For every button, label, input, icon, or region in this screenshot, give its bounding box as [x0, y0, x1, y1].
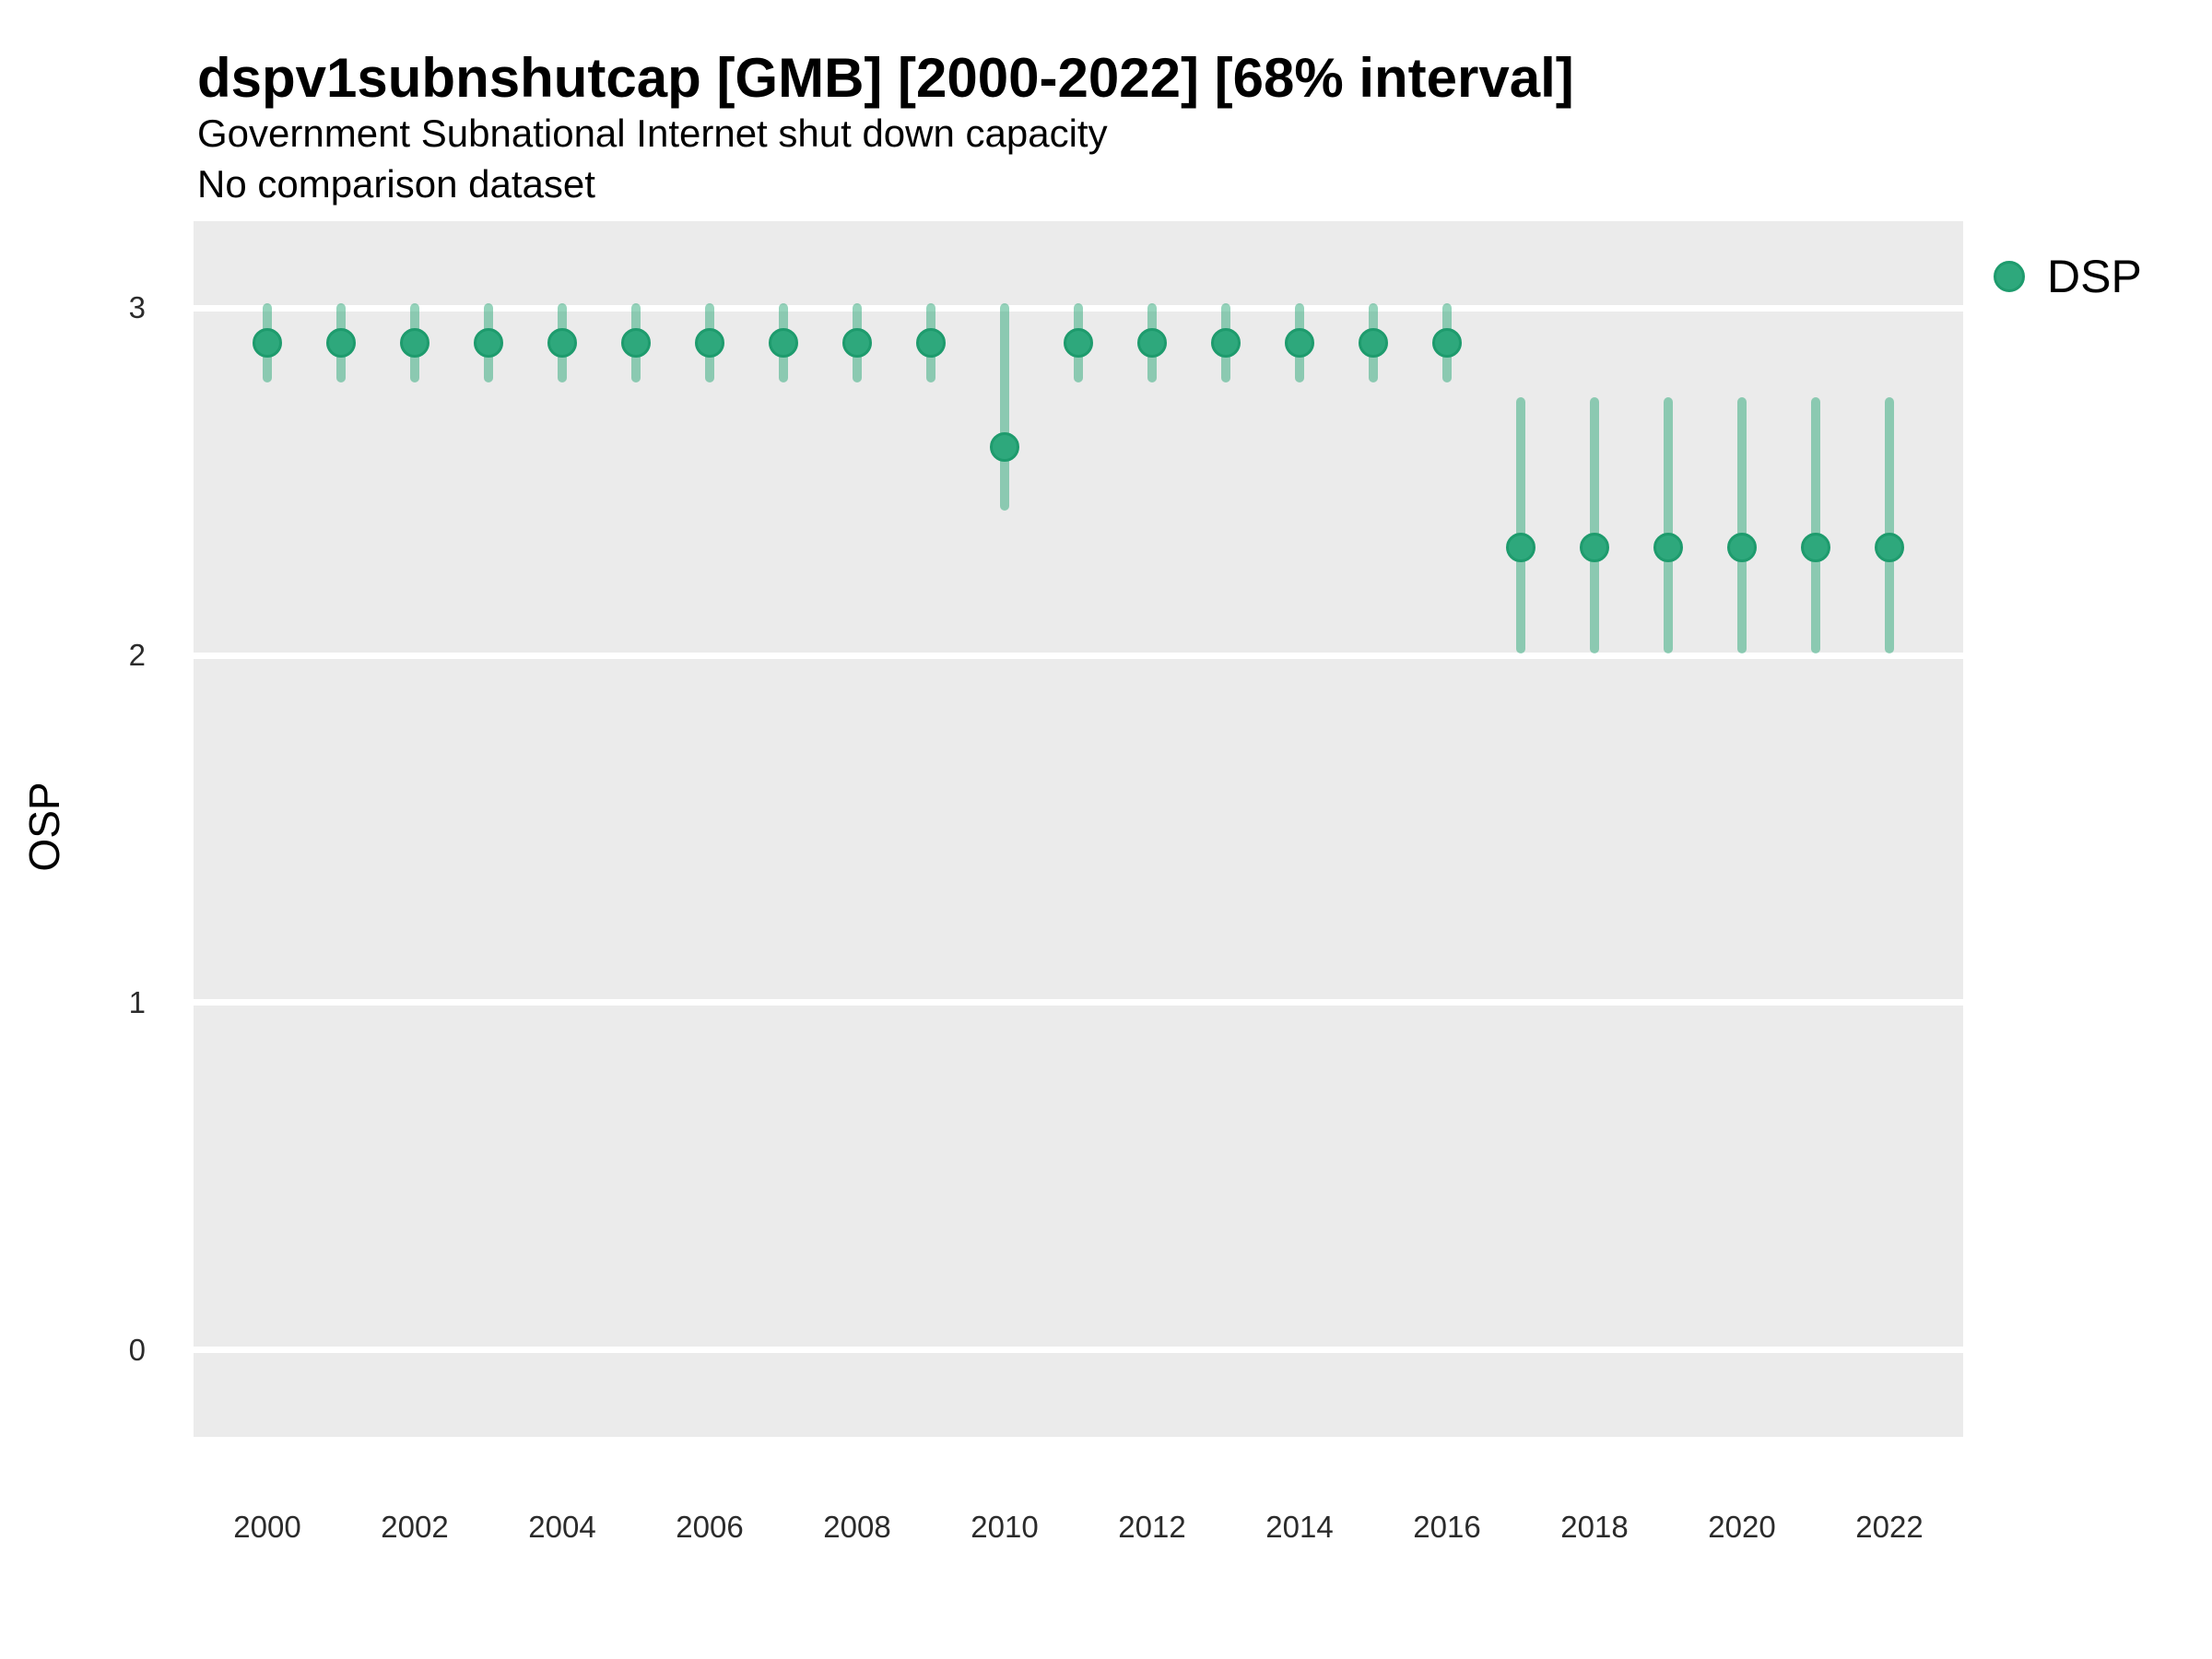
- x-tick-label: 2006: [676, 1510, 744, 1544]
- data-point-2017: [1506, 533, 1535, 563]
- y-tick-label: 2: [128, 638, 146, 673]
- interval-bar-2010: [1000, 303, 1009, 511]
- data-point-2019: [1653, 533, 1683, 563]
- x-tick-label: 2022: [1855, 1510, 1924, 1544]
- data-point-2011: [1064, 327, 1093, 358]
- data-point-2014: [1285, 327, 1314, 358]
- data-point-2012: [1137, 327, 1167, 358]
- legend-label: DSP: [2047, 251, 2142, 302]
- data-point-2015: [1359, 327, 1388, 358]
- interval-bar-2021: [1811, 396, 1820, 653]
- legend: DSP: [1994, 253, 2142, 300]
- data-point-2020: [1727, 533, 1757, 563]
- data-point-2013: [1211, 327, 1241, 358]
- y-tick-label: 0: [128, 1332, 146, 1367]
- data-point-2005: [621, 327, 651, 358]
- gridline-y-2: [194, 652, 1963, 659]
- data-point-2016: [1432, 327, 1462, 358]
- data-point-2010: [990, 431, 1019, 462]
- data-point-2022: [1875, 533, 1904, 563]
- x-tick-label: 2008: [823, 1510, 891, 1544]
- y-tick-label: 3: [128, 290, 146, 325]
- interval-bar-2019: [1664, 396, 1673, 653]
- x-tick-label: 2010: [971, 1510, 1039, 1544]
- data-point-2003: [474, 327, 503, 358]
- legend-point-icon: [1994, 261, 2025, 292]
- data-point-2004: [547, 327, 577, 358]
- interval-bar-2020: [1737, 396, 1747, 653]
- x-tick-label: 2014: [1265, 1510, 1334, 1544]
- data-point-2021: [1801, 533, 1830, 563]
- data-point-2001: [326, 327, 356, 358]
- x-tick-label: 2002: [381, 1510, 449, 1544]
- chart-comparison-note: No comparison dataset: [197, 162, 595, 206]
- gridline-y-1: [194, 999, 1963, 1006]
- interval-bar-2022: [1885, 396, 1894, 653]
- x-tick-label: 2004: [528, 1510, 596, 1544]
- chart-title: dspv1subnshutcap [GMB] [2000-2022] [68% …: [197, 47, 1574, 109]
- data-point-2002: [400, 327, 429, 358]
- x-tick-label: 2000: [233, 1510, 301, 1544]
- x-tick-label: 2016: [1413, 1510, 1481, 1544]
- data-point-2000: [253, 327, 282, 358]
- data-point-2009: [916, 327, 946, 358]
- data-point-2006: [695, 327, 724, 358]
- x-tick-label: 2018: [1560, 1510, 1629, 1544]
- data-point-2007: [769, 327, 798, 358]
- gridline-y-0: [194, 1347, 1963, 1354]
- interval-bar-2018: [1590, 396, 1599, 653]
- chart-panel: [194, 221, 1963, 1437]
- chart-subtitle: Government Subnational Internet shut dow…: [197, 112, 1108, 155]
- y-tick-label: 1: [128, 984, 146, 1019]
- x-tick-label: 2012: [1118, 1510, 1186, 1544]
- y-axis-title: OSP: [20, 782, 68, 872]
- x-tick-label: 2020: [1708, 1510, 1776, 1544]
- data-point-2018: [1580, 533, 1609, 563]
- data-point-2008: [842, 327, 872, 358]
- interval-bar-2017: [1516, 396, 1525, 653]
